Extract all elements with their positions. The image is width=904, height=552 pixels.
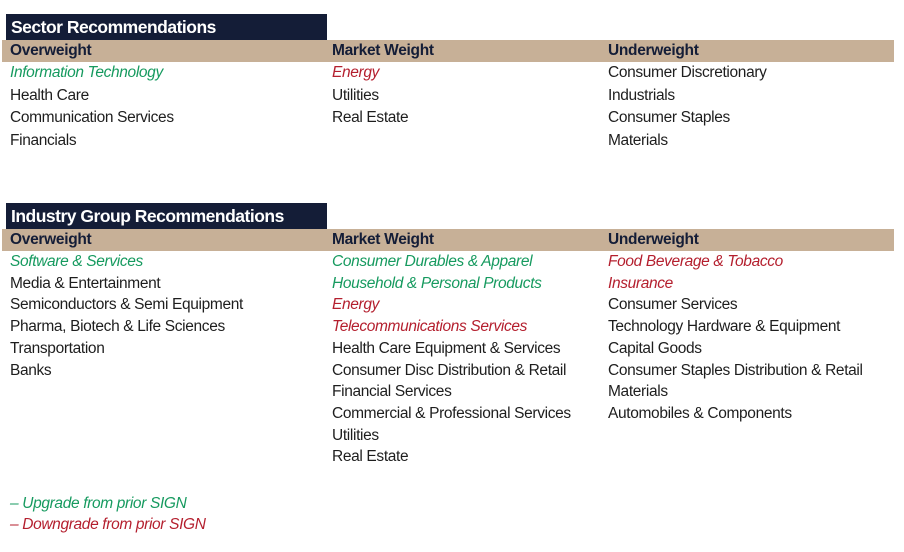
recommendation-item-consumer-staples-distribution-retail: Consumer Staples Distribution & Retail	[608, 361, 863, 379]
recommendation-item-commercial-professional-services: Commercial & Professional Services	[332, 404, 571, 422]
recommendation-item-industrials: Industrials	[608, 86, 675, 104]
legend-downgrade-note: – Downgrade from prior SIGN	[10, 516, 206, 533]
column-header-market-weight: Market Weight	[332, 42, 434, 59]
recommendation-item-health-care-equipment-services: Health Care Equipment & Services	[332, 339, 561, 357]
recommendation-item-information-technology: Information Technology	[10, 64, 163, 81]
recommendation-item-energy: Energy	[332, 64, 380, 81]
sector-recommendations-header-row: Overweight Market Weight Underweight	[2, 40, 894, 62]
column-header-overweight: Overweight	[10, 231, 92, 248]
sector-recommendations-section-title: Sector Recommendations	[6, 14, 327, 40]
industry-group-recommendations-underweight-column: Food Beverage & Tobacco Insurance Consumer…	[608, 251, 863, 425]
legend-upgrade-note: – Upgrade from prior SIGN	[10, 495, 187, 512]
sector-recommendations-market-weight-column: Energy Utilities Real Estate	[332, 62, 409, 130]
recommendation-item-consumer-services: Consumer Services	[608, 296, 738, 314]
recommendation-item-pharma-biotech-life-sciences: Pharma, Biotech & Life Sciences	[10, 318, 225, 336]
industry-group-recommendations-section-title: Industry Group Recommendations	[6, 203, 327, 229]
column-header-underweight: Underweight	[608, 231, 699, 248]
recommendation-item-real-estate: Real Estate	[332, 448, 409, 466]
recommendation-item-software-services: Software & Services	[10, 253, 143, 270]
recommendation-item-financials: Financials	[10, 131, 77, 149]
recommendation-item-consumer-discretionary: Consumer Discretionary	[608, 64, 767, 81]
recommendation-item-health-care: Health Care	[10, 86, 89, 104]
recommendation-item-insurance: Insurance	[608, 274, 673, 292]
recommendation-item-telecommunications-services: Telecommunications Services	[332, 318, 528, 336]
recommendation-item-banks: Banks	[10, 361, 52, 379]
column-header-underweight: Underweight	[608, 42, 699, 59]
industry-group-recommendations-overweight-column: Software & Services Media & Entertainment…	[10, 251, 243, 381]
recommendation-item-energy: Energy	[332, 296, 380, 314]
recommendation-item-capital-goods: Capital Goods	[608, 339, 702, 357]
sector-recommendations-overweight-column: Information Technology Health Care Communi…	[10, 62, 174, 152]
industry-group-recommendations-market-weight-column: Consumer Durables & Apparel Household & P…	[332, 251, 571, 468]
recommendation-item-food-beverage-tobacco: Food Beverage & Tobacco	[608, 253, 783, 270]
recommendation-item-materials: Materials	[608, 383, 668, 401]
recommendation-item-utilities: Utilities	[332, 426, 379, 444]
recommendation-item-utilities: Utilities	[332, 86, 379, 104]
column-header-overweight: Overweight	[10, 42, 92, 59]
recommendation-item-real-estate: Real Estate	[332, 109, 409, 126]
recommendation-item-transportation: Transportation	[10, 339, 105, 357]
recommendation-item-financial-services: Financial Services	[332, 383, 452, 401]
recommendation-item-materials: Materials	[608, 131, 668, 149]
recommendation-item-technology-hardware-equipment: Technology Hardware & Equipment	[608, 318, 841, 336]
recommendation-item-consumer-durables-apparel: Consumer Durables & Apparel	[332, 253, 533, 270]
industry-group-recommendations-header-row: Overweight Market Weight Underweight	[2, 229, 894, 251]
column-header-market-weight: Market Weight	[332, 231, 434, 248]
recommendation-item-semiconductors-semi-equipment: Semiconductors & Semi Equipment	[10, 296, 243, 314]
recommendation-item-consumer-disc-distribution-retail: Consumer Disc Distribution & Retail	[332, 361, 567, 379]
recommendation-item-automobiles-components: Automobiles & Components	[608, 404, 792, 422]
sector-recommendations-underweight-column: Consumer Discretionary Industrials Consume…	[608, 62, 767, 152]
recommendation-item-household-personal-products: Household & Personal Products	[332, 274, 542, 292]
recommendation-item-media-entertainment: Media & Entertainment	[10, 274, 161, 292]
recommendation-item-consumer-staples: Consumer Staples	[608, 109, 730, 126]
recommendation-item-communication-services: Communication Services	[10, 109, 174, 126]
